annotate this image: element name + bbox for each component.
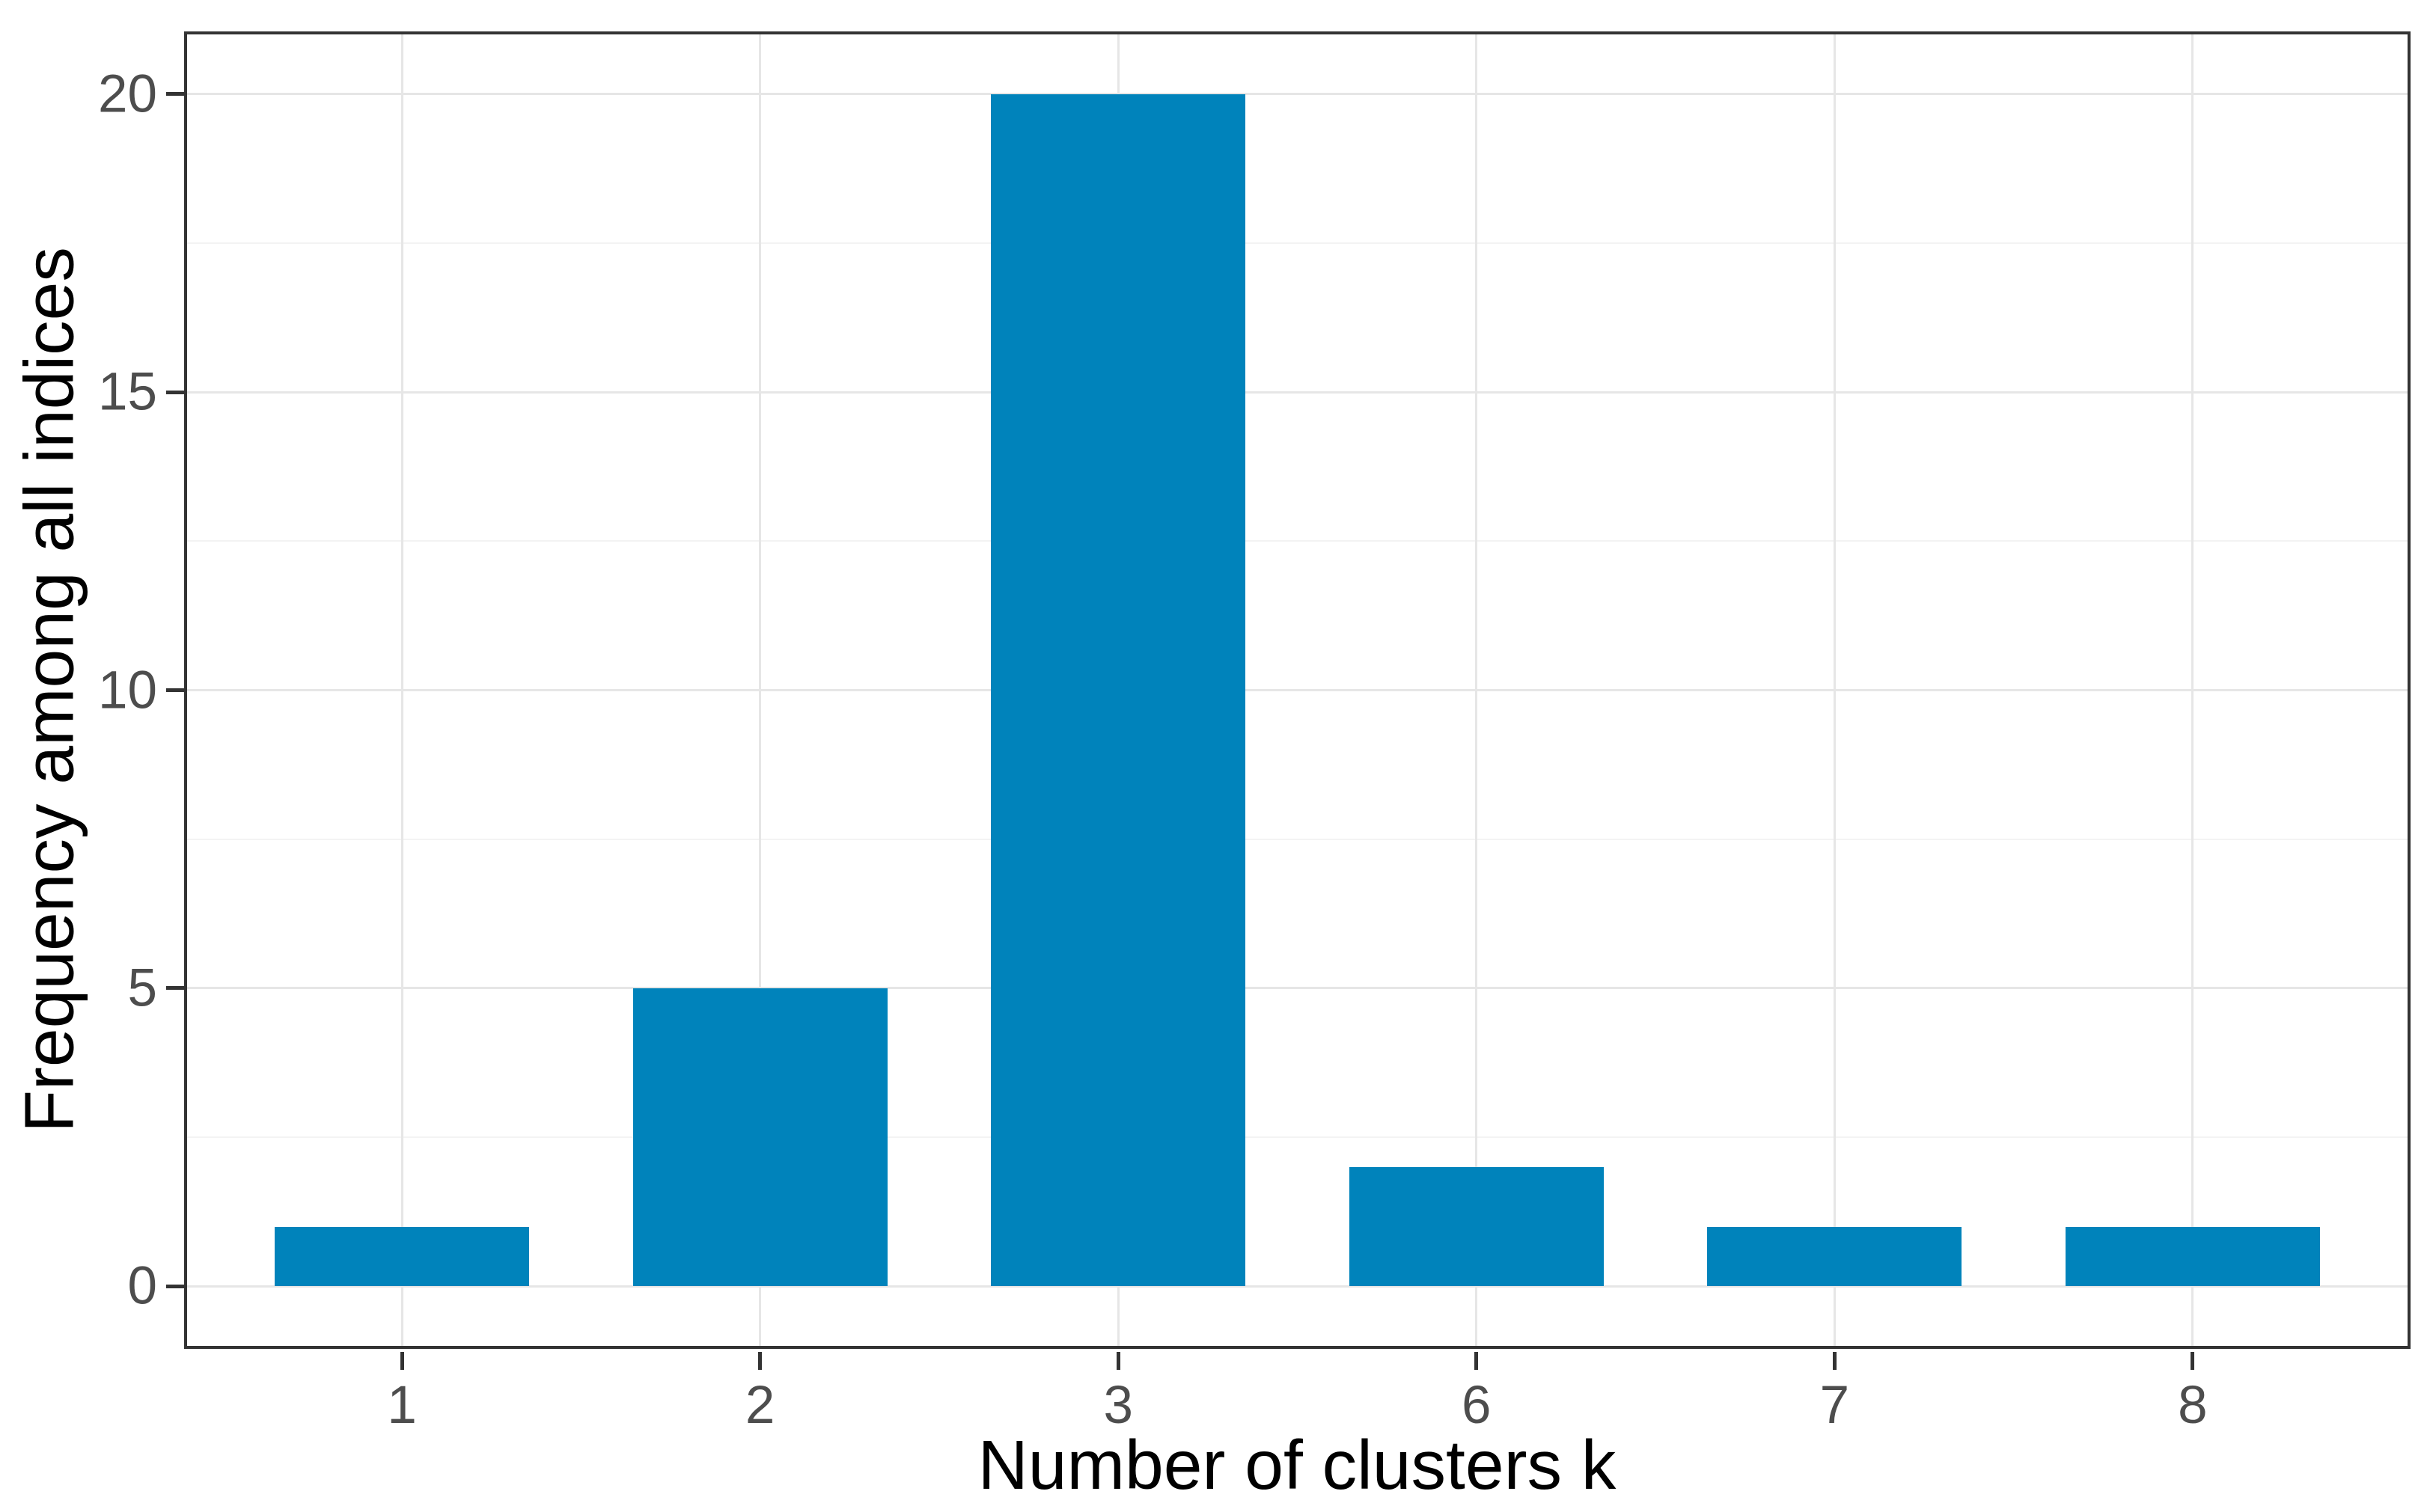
x-axis-tick <box>2191 1352 2195 1370</box>
h-gridline-major <box>187 1285 2408 1288</box>
y-axis-tick <box>166 1284 184 1288</box>
y-tick-label: 0 <box>127 1256 158 1316</box>
h-gridline-minor <box>187 242 2408 244</box>
y-axis-title: Frequency among all indices <box>10 247 88 1133</box>
x-tick-label: 6 <box>1462 1376 1492 1435</box>
x-axis-tick <box>1832 1352 1837 1370</box>
x-axis-tick <box>758 1352 763 1370</box>
y-axis-tick <box>166 986 184 991</box>
h-gridline-minor <box>187 838 2408 840</box>
y-tick-label: 20 <box>98 64 157 124</box>
y-tick-label: 15 <box>98 362 157 422</box>
v-gridline-major <box>400 34 403 1346</box>
h-gridline-major <box>187 391 2408 394</box>
x-tick-label: 8 <box>2178 1376 2208 1435</box>
plot-panel <box>184 31 2411 1349</box>
y-tick-label: 10 <box>98 661 157 720</box>
x-tick-label: 2 <box>745 1376 775 1435</box>
bar-k-1 <box>275 1226 529 1287</box>
bar-k-8 <box>2065 1226 2320 1287</box>
v-gridline-major <box>1475 34 1478 1346</box>
x-axis-title: Number of clusters k <box>977 1426 1617 1504</box>
h-gridline-minor <box>187 540 2408 542</box>
x-tick-label: 3 <box>1103 1376 1133 1435</box>
bar-k-6 <box>1349 1166 1604 1287</box>
x-axis-tick <box>400 1352 404 1370</box>
h-gridline-major <box>187 93 2408 96</box>
bar-k-3 <box>991 94 1246 1287</box>
bar-k-7 <box>1707 1226 1962 1287</box>
x-tick-label: 7 <box>1819 1376 1850 1435</box>
x-tick-label: 1 <box>387 1376 417 1435</box>
x-axis-tick <box>1116 1352 1120 1370</box>
v-gridline-major <box>1833 34 1836 1346</box>
h-gridline-major <box>187 689 2408 691</box>
x-axis-tick <box>1474 1352 1479 1370</box>
y-axis-tick <box>166 688 184 692</box>
h-gridline-major <box>187 987 2408 990</box>
h-gridline-minor <box>187 1136 2408 1139</box>
v-gridline-major <box>759 34 762 1346</box>
y-axis-tick <box>166 92 184 97</box>
bar-layer <box>187 34 2408 1346</box>
bar-k-2 <box>632 988 888 1287</box>
y-axis-tick <box>166 390 184 394</box>
y-tick-label: 5 <box>127 958 158 1018</box>
v-gridline-major <box>2191 34 2194 1346</box>
